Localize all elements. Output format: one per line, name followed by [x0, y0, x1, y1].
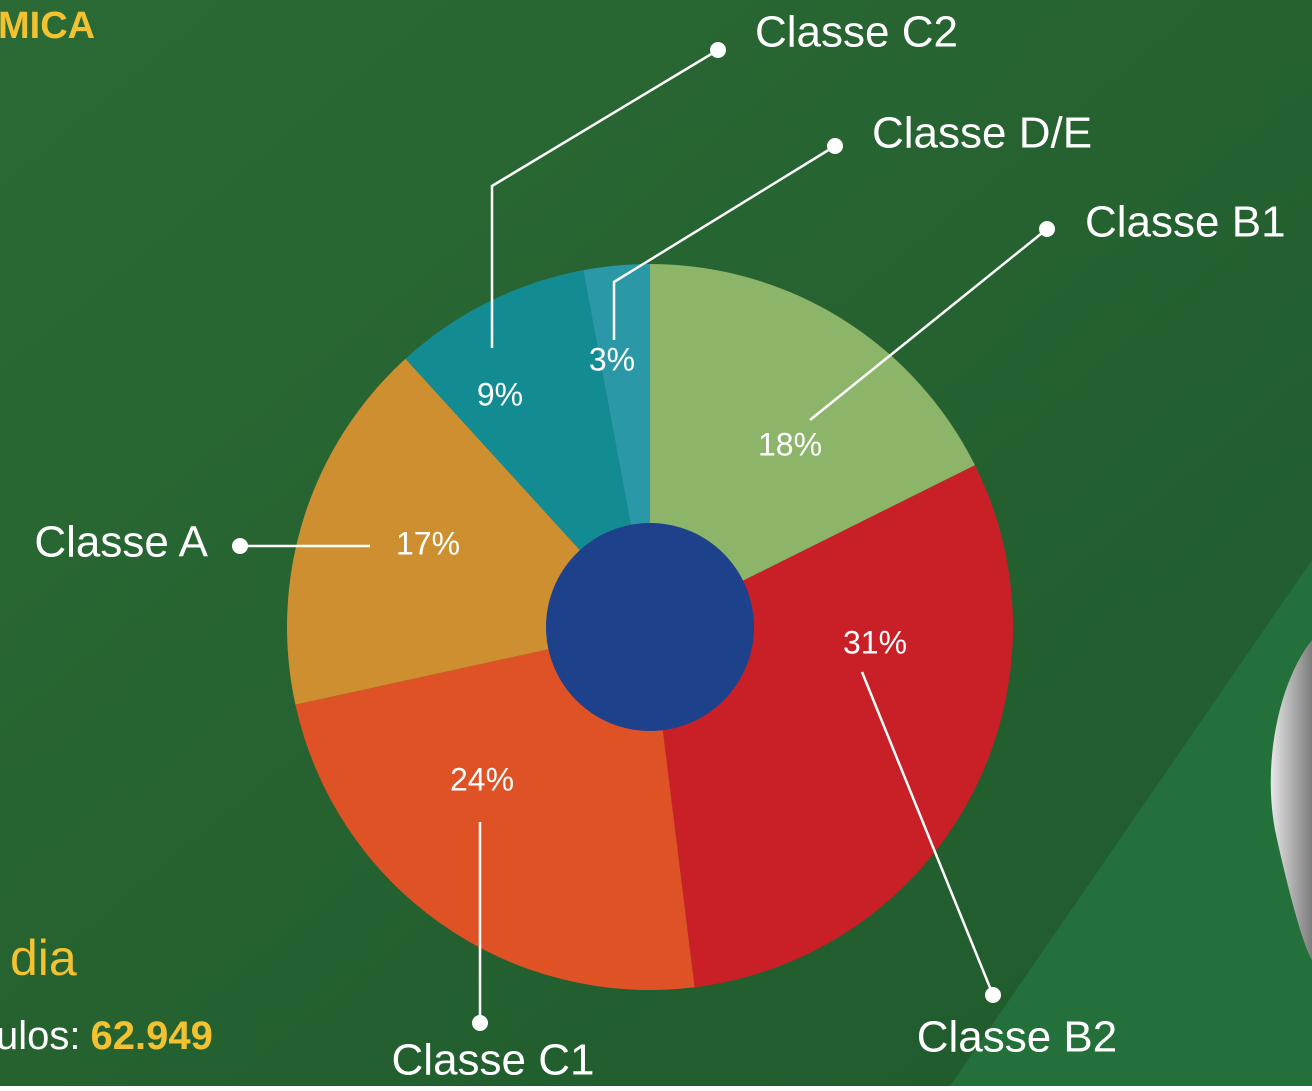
leader-dot — [232, 538, 248, 554]
caption-value: 62.949 — [91, 1014, 213, 1058]
value-label: 9% — [477, 376, 523, 412]
category-label: Classe B1 — [1085, 198, 1286, 247]
category-label: Classe D/E — [872, 109, 1092, 158]
pie-center — [546, 523, 754, 731]
leader-dot — [1039, 221, 1055, 237]
header-text: MICA — [0, 5, 95, 47]
value-label: 18% — [758, 426, 822, 462]
category-label: Classe C1 — [392, 1036, 595, 1085]
caption-text: ulos:62.949 — [0, 1014, 213, 1058]
category-label: Classe B2 — [917, 1013, 1118, 1062]
value-label: 31% — [843, 624, 907, 660]
category-label: Classe C2 — [755, 8, 958, 57]
value-label: 3% — [589, 341, 635, 377]
leader-dot — [472, 1015, 488, 1031]
value-label: 17% — [396, 525, 460, 561]
leader-dot — [710, 42, 726, 58]
chart: MICA dia ulos:62.949 18% Classe B1 31% Clas… — [0, 0, 1312, 1086]
category-label: Classe A — [34, 518, 208, 567]
value-label: 24% — [450, 761, 514, 797]
caption-text: dia — [10, 930, 77, 986]
leader-dot — [827, 138, 843, 154]
leader-dot — [985, 987, 1001, 1003]
caption-label: ulos: — [0, 1014, 81, 1058]
